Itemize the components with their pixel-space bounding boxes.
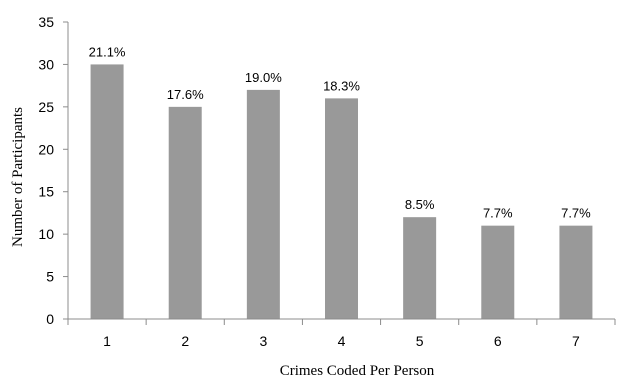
x-axis-title: Crimes Coded Per Person — [280, 363, 435, 379]
data-label: 18.3% — [323, 78, 360, 93]
y-axis: 0 5 10 15 20 25 30 35 — [38, 14, 69, 327]
data-label: 17.6% — [167, 87, 204, 102]
y-tick-label: 30 — [38, 56, 54, 72]
data-label: 19.0% — [245, 70, 282, 85]
y-tick-label: 15 — [38, 184, 54, 200]
x-tick-label: 5 — [416, 333, 424, 349]
data-label: 7.7% — [561, 206, 591, 221]
y-tick-label: 0 — [46, 311, 54, 327]
x-axis: 1 2 3 4 5 6 7 — [67, 318, 616, 349]
data-labels-group: 21.1% 17.6% 19.0% 18.3% 8.5% 7.7% 7.7% — [89, 44, 592, 220]
bar — [246, 89, 280, 319]
y-tick-label: 25 — [38, 99, 54, 115]
y-tick-label: 35 — [38, 14, 54, 30]
x-tick-label: 4 — [338, 333, 346, 349]
x-tick-label: 6 — [494, 333, 502, 349]
bar — [559, 225, 593, 319]
x-tick-label: 2 — [181, 333, 189, 349]
y-axis-title: Number of Participants — [10, 107, 26, 247]
bar — [403, 217, 437, 319]
x-tick-label: 1 — [103, 333, 111, 349]
bar — [168, 106, 202, 319]
y-tick-label: 5 — [46, 269, 54, 285]
data-label: 21.1% — [89, 44, 126, 59]
x-tick-label: 7 — [572, 333, 580, 349]
x-tick-label: 3 — [259, 333, 267, 349]
bar — [325, 98, 358, 319]
data-label: 8.5% — [405, 197, 435, 212]
y-tick-label: 20 — [38, 141, 54, 157]
bar — [90, 64, 124, 319]
data-label: 7.7% — [483, 206, 513, 221]
bar — [481, 225, 515, 319]
y-tick-label: 10 — [38, 226, 54, 242]
bars-group — [90, 64, 593, 319]
